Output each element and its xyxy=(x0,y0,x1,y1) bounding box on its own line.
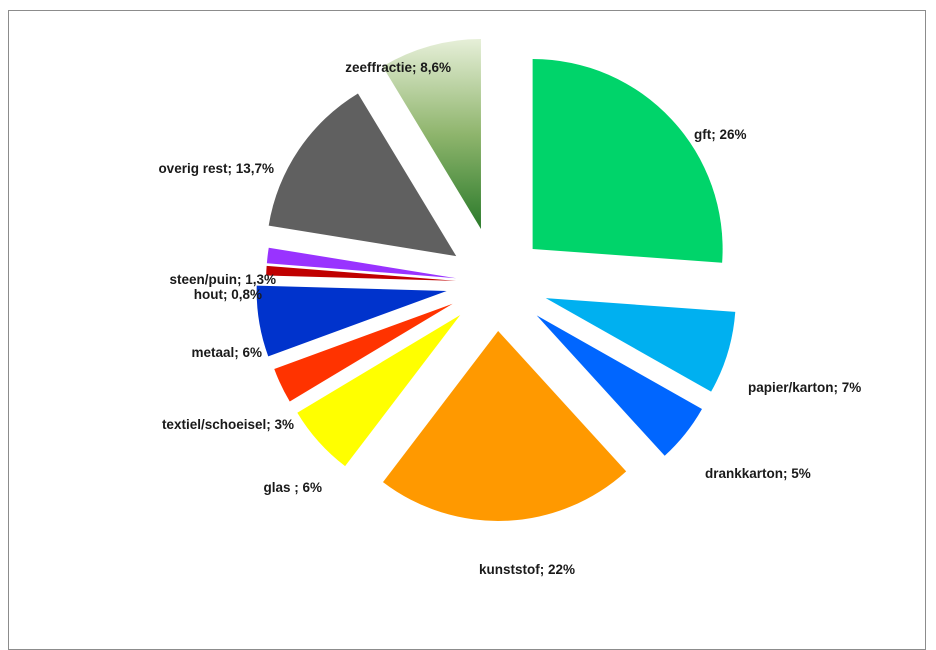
data-label-glas: glas ; 6% xyxy=(263,480,322,495)
data-label-kunststof: kunststof; 22% xyxy=(479,562,575,577)
pie-slice-glas xyxy=(297,315,461,467)
pie-chart: gft; 26% papier/karton; 7% drankkarton; 5%… xyxy=(158,39,861,577)
pie-slice-steen-puin xyxy=(266,247,457,279)
data-label-hout: hout; 0,8% xyxy=(194,287,262,302)
data-label-zeeffractie: zeeffractie; 8,6% xyxy=(345,60,451,75)
pie-slice-hout xyxy=(266,265,457,281)
data-label-overig-rest: overig rest; 13,7% xyxy=(158,161,274,176)
data-label-metaal: metaal; 6% xyxy=(191,345,262,360)
data-label-drankkarton: drankkarton; 5% xyxy=(705,466,811,481)
pie-slice-gft xyxy=(532,58,723,263)
pie-slice-textiel-schoeisel xyxy=(274,303,453,402)
data-label-steen-puin: steen/puin; 1,3% xyxy=(169,272,276,287)
pie-slice-overig-rest xyxy=(268,93,457,257)
data-label-papier-karton: papier/karton; 7% xyxy=(748,380,861,395)
pie-slice-papier-karton xyxy=(545,298,736,392)
pie-slice-kunststof xyxy=(382,330,627,521)
pie-slice-drankkarton xyxy=(536,315,702,456)
pie-slice-zeeffractie xyxy=(382,39,481,230)
data-label-textiel-schoeisel: textiel/schoeisel; 3% xyxy=(162,417,294,432)
pie-slice-metaal xyxy=(256,285,447,357)
data-label-gft: gft; 26% xyxy=(694,127,747,142)
